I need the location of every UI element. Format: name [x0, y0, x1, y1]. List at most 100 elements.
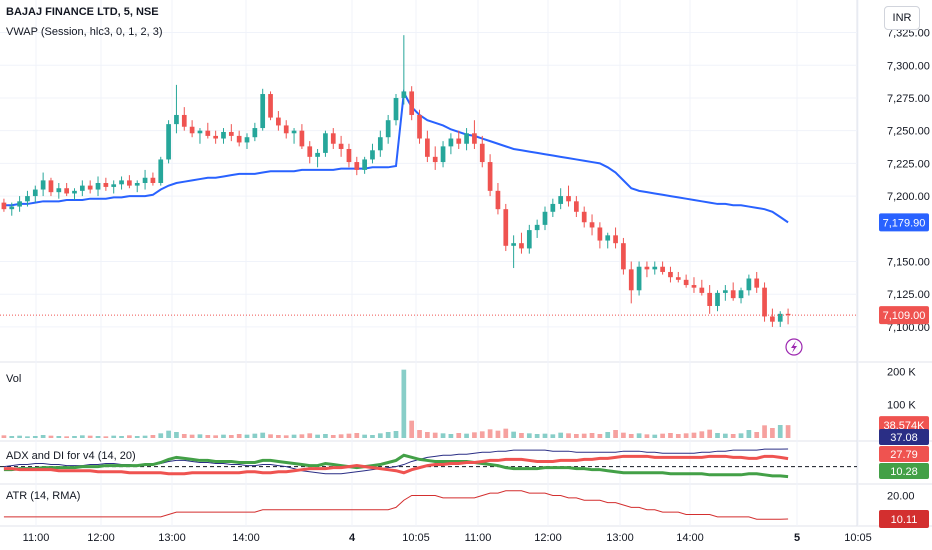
candle	[495, 183, 501, 215]
time-tick-label: 10:05	[844, 532, 872, 544]
candle	[87, 180, 93, 194]
volume-bar	[668, 433, 673, 438]
volume-bar	[87, 435, 93, 438]
volume-bar	[762, 425, 767, 438]
candle-body	[526, 230, 532, 249]
volume-bar	[32, 436, 38, 438]
currency-button[interactable]: INR	[884, 6, 920, 30]
time-tick-label: 14:00	[676, 532, 704, 544]
volume-bar	[683, 433, 689, 438]
candle-body	[425, 138, 430, 157]
candle-body	[409, 91, 415, 115]
vwap-price-label: 7,179.90	[883, 217, 926, 229]
volume-bar	[550, 434, 556, 438]
volume-bar	[738, 433, 744, 438]
candle-body	[323, 133, 328, 153]
candle-body	[722, 290, 728, 293]
candle	[636, 261, 642, 296]
candle	[119, 176, 124, 190]
volume-bar	[283, 435, 289, 438]
candle	[550, 198, 556, 218]
price-tick-label: 7,100.00	[887, 322, 930, 334]
volume-bar	[40, 435, 46, 438]
candle-body	[315, 152, 320, 157]
volume-bar	[158, 433, 164, 438]
candle	[103, 177, 109, 191]
volume-bar	[691, 432, 697, 438]
volume-bar	[440, 433, 446, 438]
time-tick-label: 10:05	[402, 532, 430, 544]
atr-tick-label: 20.00	[887, 491, 915, 503]
candle	[48, 177, 54, 197]
volume-bar	[621, 432, 626, 438]
candle	[762, 282, 767, 322]
vwap-price-badge	[879, 213, 929, 232]
volume-bar	[150, 435, 156, 438]
time-tick-label: 12:00	[534, 532, 562, 544]
candle-body	[683, 279, 689, 286]
vwap-indicator-title: VWAP (Session, hlc3, 0, 1, 2, 3)	[6, 26, 163, 38]
volume-bar	[425, 432, 430, 438]
candle-body	[715, 292, 720, 306]
candle	[260, 88, 266, 131]
candle	[354, 156, 360, 176]
candle-body	[299, 130, 305, 147]
candle-body	[330, 133, 336, 144]
candle-body	[432, 156, 438, 163]
volume-bar	[495, 430, 501, 438]
volume-tick-label: 100 K	[887, 400, 916, 412]
volume-bar	[613, 430, 618, 438]
volume-bar	[730, 434, 736, 438]
candle-body	[542, 211, 548, 225]
candle-body	[401, 91, 407, 98]
candle-body	[48, 180, 54, 193]
candle	[150, 172, 156, 186]
volume-bar	[362, 434, 367, 438]
candle-body	[730, 290, 736, 299]
candle	[315, 148, 320, 168]
volume-bar	[268, 434, 273, 438]
vwap-line	[3, 89, 789, 224]
volume-bar	[197, 434, 203, 438]
candle-body	[268, 94, 273, 118]
candle	[519, 232, 524, 254]
volume-bar	[56, 436, 62, 438]
candle-body	[464, 133, 469, 144]
volume-bar	[346, 433, 352, 438]
adx-value-badge	[879, 429, 929, 445]
candle	[503, 203, 509, 252]
candle-body	[40, 180, 46, 190]
adx-value-label: 37.08	[890, 432, 918, 444]
candle	[276, 111, 281, 131]
candle	[785, 308, 791, 325]
candle	[385, 114, 391, 144]
candle-body	[119, 180, 124, 185]
candle	[1, 198, 7, 212]
candle	[597, 222, 603, 249]
candle-body	[221, 131, 226, 139]
candle	[432, 146, 438, 170]
candle-body	[142, 177, 148, 183]
candle-body	[746, 278, 752, 291]
volume-bar	[1, 435, 7, 438]
volume-bar	[111, 435, 117, 438]
candle	[754, 271, 760, 293]
volume-bar	[589, 433, 595, 438]
candle	[236, 130, 242, 147]
candle-body	[283, 125, 289, 134]
candle-body	[738, 290, 744, 299]
volume-bar	[644, 434, 650, 438]
candle-body	[9, 206, 15, 210]
candle-body	[534, 224, 540, 231]
volume-pane-title: Vol	[6, 373, 21, 385]
volume-bar	[17, 435, 22, 438]
adx-value-label: 10.28	[890, 466, 918, 478]
candle	[456, 130, 462, 149]
candle-body	[448, 138, 454, 147]
last-price-label: 7,109.00	[883, 310, 926, 322]
time-tick-label: 12:00	[87, 532, 115, 544]
candle	[72, 188, 77, 201]
volume-bar	[448, 434, 454, 438]
candle	[299, 124, 305, 149]
